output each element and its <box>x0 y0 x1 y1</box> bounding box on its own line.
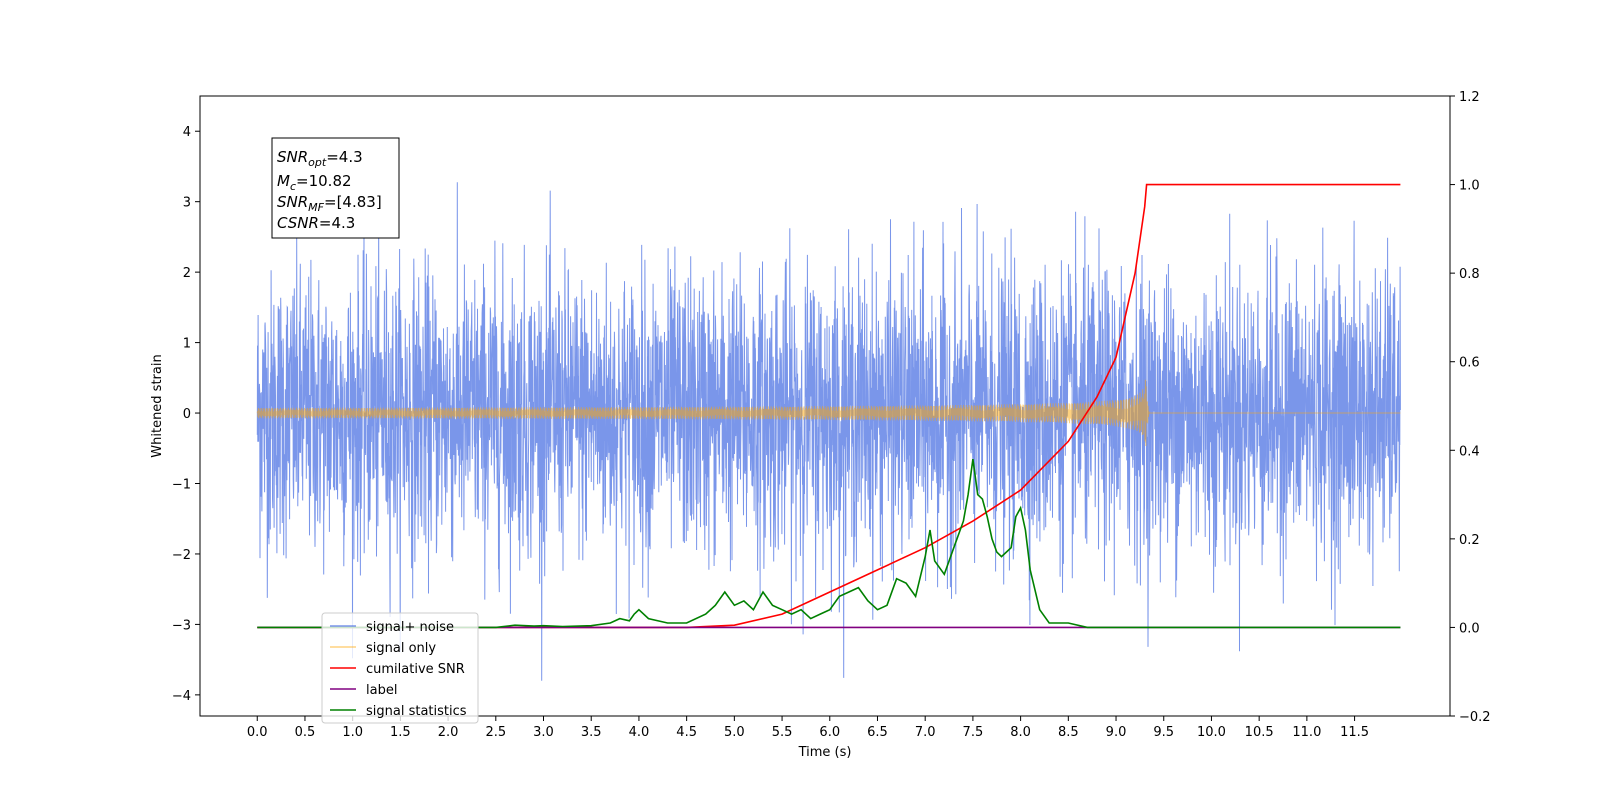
annotation-mc-name: M <box>277 172 290 190</box>
annotation-snr-mf: SNRMF=[4.83] <box>277 193 382 214</box>
y-tick-label: 1 <box>183 337 191 352</box>
series-signal-statistics <box>257 458 1401 629</box>
y-tick-label: −1 <box>172 478 191 493</box>
y2-tick-label: 1.0 <box>1459 179 1480 194</box>
y-tick-label: −3 <box>172 618 191 633</box>
x-tick-label: 11.0 <box>1292 725 1321 740</box>
y-tick-label: 3 <box>183 196 191 211</box>
x-tick-label: 5.5 <box>772 725 793 740</box>
annotation-snr-mf-name: SNR <box>277 193 308 211</box>
annotation-csnr-name: CSNR <box>277 214 319 232</box>
annotation-snr-opt-sub: opt <box>308 156 327 169</box>
annotation-snr-mf-value: =[4.83] <box>324 193 382 211</box>
y-tick-label: 4 <box>183 125 191 140</box>
annotation-csnr: CSNR=4.3 <box>277 214 355 232</box>
y2-tick-label: 1.2 <box>1459 90 1480 105</box>
x-tick-label: 9.5 <box>1153 725 1174 740</box>
y2-tick-label: 0.8 <box>1459 267 1480 282</box>
x-tick-label: 10.0 <box>1197 725 1226 740</box>
legend-label-signal-statistics: signal statistics <box>366 704 467 719</box>
y-tick-label: −4 <box>172 689 191 704</box>
annotation-snr-opt: SNRopt=4.3 <box>277 148 363 169</box>
x-tick-label: 11.5 <box>1340 725 1369 740</box>
x-tick-label: 3.5 <box>581 725 602 740</box>
y-tick-label: 2 <box>183 266 191 281</box>
x-tick-label: 10.5 <box>1245 725 1274 740</box>
y-axis-label: Whitened strain <box>150 354 165 457</box>
legend-label-signal-noise: signal+ noise <box>366 620 454 635</box>
legend: signal+ noise signal only cumilative SNR la… <box>321 612 479 724</box>
x-tick-label: 4.5 <box>676 725 697 740</box>
series-cumilative-snr <box>257 183 1401 629</box>
y-tick-label: 0 <box>183 407 191 422</box>
series-signal-only <box>256 379 1401 447</box>
legend-label-cumilative-snr: cumilative SNR <box>366 662 465 677</box>
x-tick-label: 7.0 <box>915 725 936 740</box>
x-tick-label: 8.0 <box>1010 725 1031 740</box>
y2-tick-label: −0.2 <box>1459 710 1491 725</box>
x-axis: 0.0 0.5 1.0 1.5 2.0 2.5 3.0 3.5 4.0 4.5 5.0 5.5 6.0 6… <box>247 716 1369 740</box>
x-tick-label: 6.0 <box>819 725 840 740</box>
x-tick-label: 1.0 <box>342 725 363 740</box>
annotation-mc: Mc=10.82 <box>277 172 352 193</box>
y2-tick-label: 0.2 <box>1459 533 1480 548</box>
annotation-box: SNRopt=4.3 Mc=10.82 SNRMF=[4.83] CSNR=4.… <box>271 137 400 239</box>
annotation-mc-value: =10.82 <box>296 172 352 190</box>
annotation-snr-opt-name: SNR <box>277 148 308 166</box>
plot-frame <box>199 95 1451 717</box>
y2-tick-label: 0.6 <box>1459 356 1480 371</box>
annotation-snr-mf-sub: MF <box>308 201 324 214</box>
y-axis-left: −4 −3 −2 −1 0 1 2 3 4 <box>172 125 200 704</box>
x-tick-label: 0.0 <box>247 725 268 740</box>
y-axis-right: −0.2 0.0 0.2 0.4 0.6 0.8 1.0 1.2 <box>1450 90 1491 725</box>
x-tick-label: 2.0 <box>438 725 459 740</box>
x-tick-label: 9.0 <box>1106 725 1127 740</box>
annotation-mc-sub: c <box>290 180 296 193</box>
x-tick-label: 5.0 <box>724 725 745 740</box>
annotation-csnr-value: =4.3 <box>319 214 355 232</box>
legend-label-label: label <box>366 683 397 698</box>
x-tick-label: 8.5 <box>1058 725 1079 740</box>
annotation-frame <box>271 137 400 239</box>
annotation-snr-opt-value: =4.3 <box>326 148 362 166</box>
legend-label-signal-only: signal only <box>366 641 436 656</box>
x-tick-label: 3.0 <box>533 725 554 740</box>
x-tick-label: 4.0 <box>629 725 650 740</box>
x-tick-label: 7.5 <box>963 725 984 740</box>
series-signal-noise <box>256 182 1401 681</box>
y2-tick-label: 0.0 <box>1459 621 1480 636</box>
x-tick-label: 1.5 <box>390 725 411 740</box>
legend-frame <box>321 612 479 724</box>
x-axis-label: Time (s) <box>798 745 852 760</box>
x-tick-label: 0.5 <box>295 725 316 740</box>
x-tick-label: 6.5 <box>867 725 888 740</box>
y2-tick-label: 0.4 <box>1459 444 1480 459</box>
y-tick-label: −2 <box>172 548 191 563</box>
x-tick-label: 2.5 <box>485 725 506 740</box>
